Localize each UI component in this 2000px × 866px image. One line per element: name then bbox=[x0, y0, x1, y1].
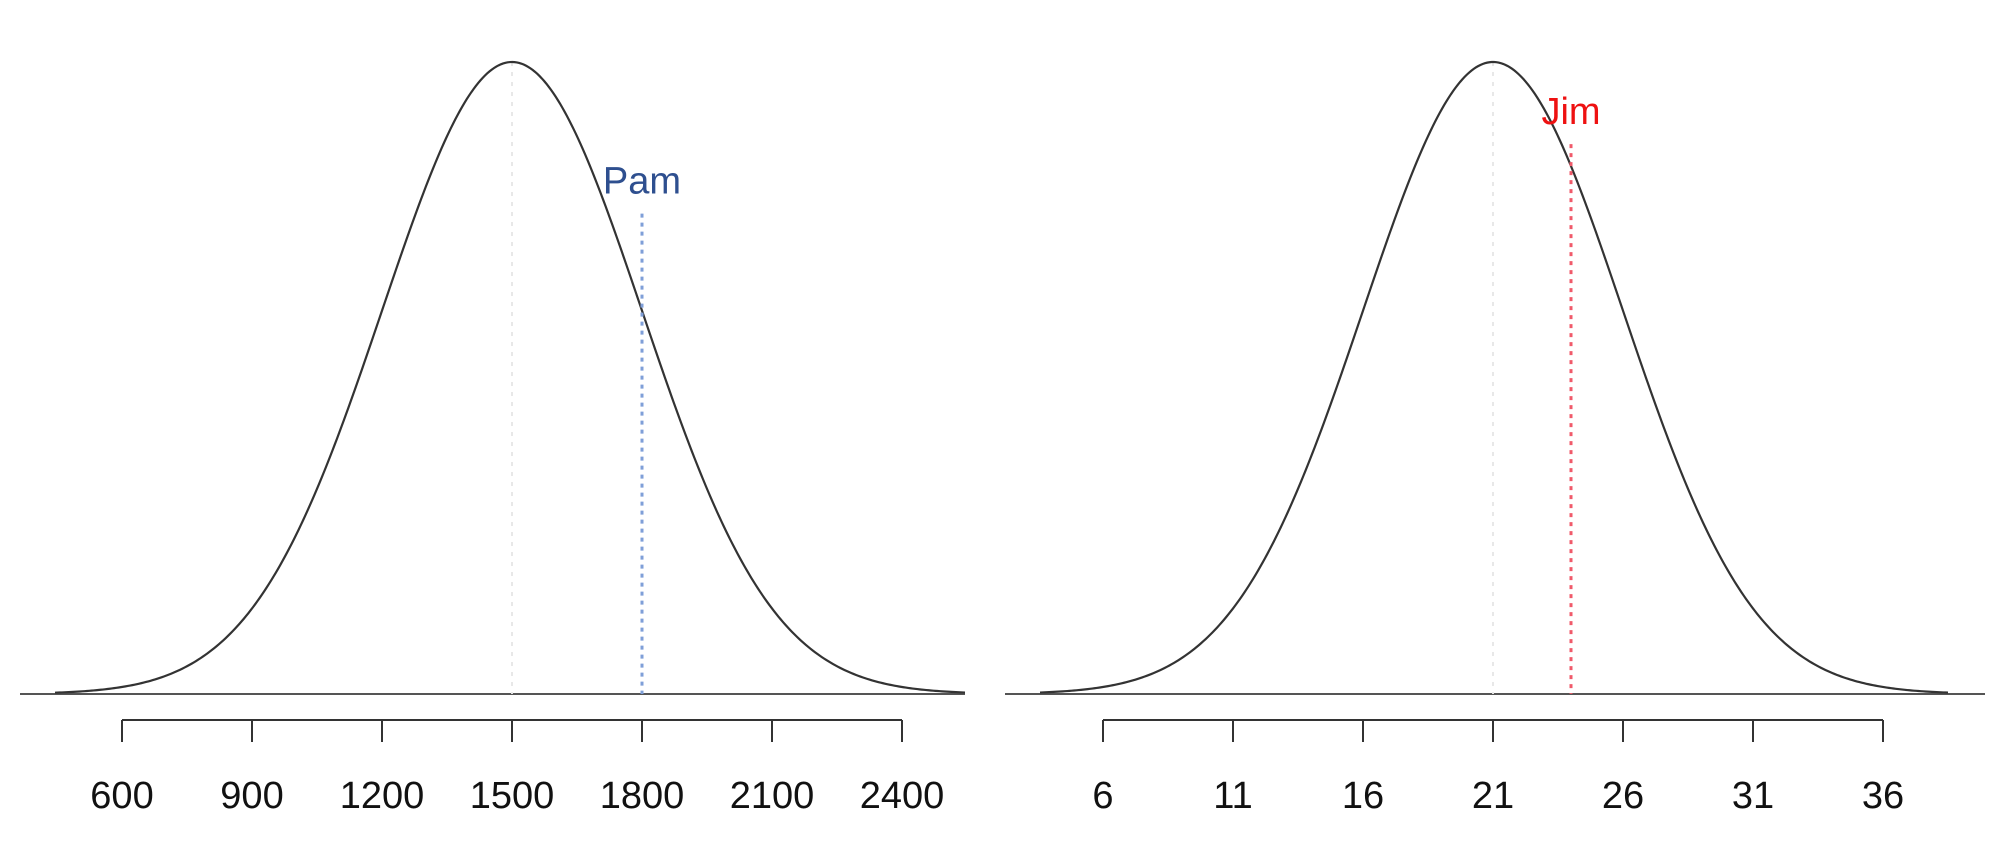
marker-label: Pam bbox=[603, 161, 681, 203]
x-tick-label: 1200 bbox=[340, 775, 425, 817]
marker-label: Jim bbox=[1541, 91, 1600, 133]
right-panel: Jim 6 11 16 21 26 31 36 bbox=[1005, 60, 1985, 817]
x-tick-label: 1800 bbox=[600, 775, 685, 817]
x-tick-label: 36 bbox=[1862, 775, 1904, 817]
x-tick-label: 900 bbox=[220, 775, 283, 817]
x-tick-label: 31 bbox=[1732, 775, 1774, 817]
x-tick-label: 2400 bbox=[860, 775, 945, 817]
x-tick-label: 16 bbox=[1342, 775, 1384, 817]
x-tick-label: 2100 bbox=[730, 775, 815, 817]
x-tick-label: 11 bbox=[1213, 775, 1252, 817]
density-curve bbox=[1039, 60, 1949, 694]
x-tick-label: 600 bbox=[90, 775, 153, 817]
x-tick-label: 21 bbox=[1472, 775, 1514, 817]
density-curve bbox=[54, 60, 966, 694]
x-tick-label: 26 bbox=[1602, 775, 1644, 817]
left-panel: Pam 600 900 1200 1500 1800 2100 2400 bbox=[20, 60, 966, 817]
x-tick-label: 6 bbox=[1092, 775, 1113, 817]
x-tick-label: 1500 bbox=[470, 775, 555, 817]
